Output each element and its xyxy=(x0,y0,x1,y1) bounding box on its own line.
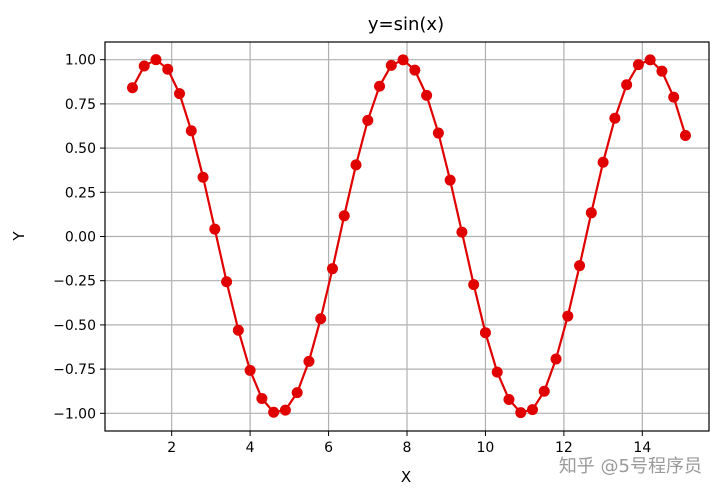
data-point xyxy=(574,260,586,272)
watermark: 知乎 @5号程序员 xyxy=(559,456,702,477)
data-point xyxy=(162,63,174,75)
data-point xyxy=(679,130,691,142)
data-point xyxy=(397,54,409,66)
data-point xyxy=(432,127,444,139)
data-point xyxy=(479,327,491,339)
data-point xyxy=(444,174,456,186)
x-tick-label: 12 xyxy=(555,440,573,456)
data-point xyxy=(527,404,539,416)
data-point xyxy=(256,392,268,404)
data-point xyxy=(268,406,280,418)
data-point xyxy=(421,89,433,101)
data-point xyxy=(409,64,421,76)
y-tick-label: 0.75 xyxy=(65,97,96,113)
data-point xyxy=(538,385,550,397)
data-point xyxy=(279,404,291,416)
data-point xyxy=(656,65,668,77)
data-point xyxy=(503,394,515,406)
data-point xyxy=(374,80,386,92)
x-tick-label: 4 xyxy=(246,440,255,456)
data-point xyxy=(668,91,680,103)
data-point xyxy=(197,171,209,183)
x-tick-label: 14 xyxy=(633,440,651,456)
data-point xyxy=(609,112,621,124)
y-tick-label: 0.00 xyxy=(65,230,96,246)
data-point xyxy=(644,54,656,66)
y-tick-label: −1.00 xyxy=(53,406,96,422)
y-tick-label: 1.00 xyxy=(65,53,96,69)
data-point xyxy=(244,364,256,376)
x-tick-label: 10 xyxy=(477,440,495,456)
data-point xyxy=(515,407,527,419)
data-point xyxy=(174,88,186,100)
data-point xyxy=(185,125,197,137)
data-point xyxy=(456,226,468,238)
data-point xyxy=(126,82,138,94)
data-point xyxy=(597,156,609,168)
data-point xyxy=(221,276,233,288)
y-tick-label: −0.75 xyxy=(53,362,96,378)
y-tick-label: 0.50 xyxy=(65,141,96,157)
data-point xyxy=(326,263,338,275)
data-point xyxy=(468,279,480,291)
x-tick-label: 6 xyxy=(324,440,333,456)
y-tick-label: 0.25 xyxy=(65,185,96,201)
x-tick-label: 8 xyxy=(403,440,412,456)
data-point xyxy=(491,366,503,378)
y-axis-ticks: 1.00 0.75 0.50 0.25 0.00 −0.25 −0.50 −0.75 −1.00 xyxy=(53,53,105,422)
x-axis-ticks: 2 4 6 8 10 12 14 xyxy=(167,431,651,456)
series-line xyxy=(131,58,687,414)
y-tick-label: −0.25 xyxy=(53,274,96,290)
data-points xyxy=(126,54,691,419)
data-point xyxy=(362,114,374,126)
x-axis-label: X xyxy=(401,468,411,486)
data-point xyxy=(632,59,644,71)
data-point xyxy=(150,54,162,66)
data-point xyxy=(232,324,244,336)
data-point xyxy=(550,353,562,365)
series-polyline xyxy=(131,58,687,414)
data-point xyxy=(385,59,397,71)
x-tick-label: 2 xyxy=(167,440,176,456)
data-point xyxy=(315,313,327,325)
data-point xyxy=(562,310,574,322)
data-point xyxy=(291,387,303,399)
y-axis-label: Y xyxy=(10,231,28,242)
data-point xyxy=(350,159,362,171)
chart-title: y=sin(x) xyxy=(368,14,444,35)
data-point xyxy=(585,207,597,219)
data-point xyxy=(303,355,315,367)
data-point xyxy=(621,79,633,91)
data-point xyxy=(138,60,150,72)
data-point xyxy=(209,223,221,235)
data-point xyxy=(338,210,350,222)
y-tick-label: −0.50 xyxy=(53,318,96,334)
